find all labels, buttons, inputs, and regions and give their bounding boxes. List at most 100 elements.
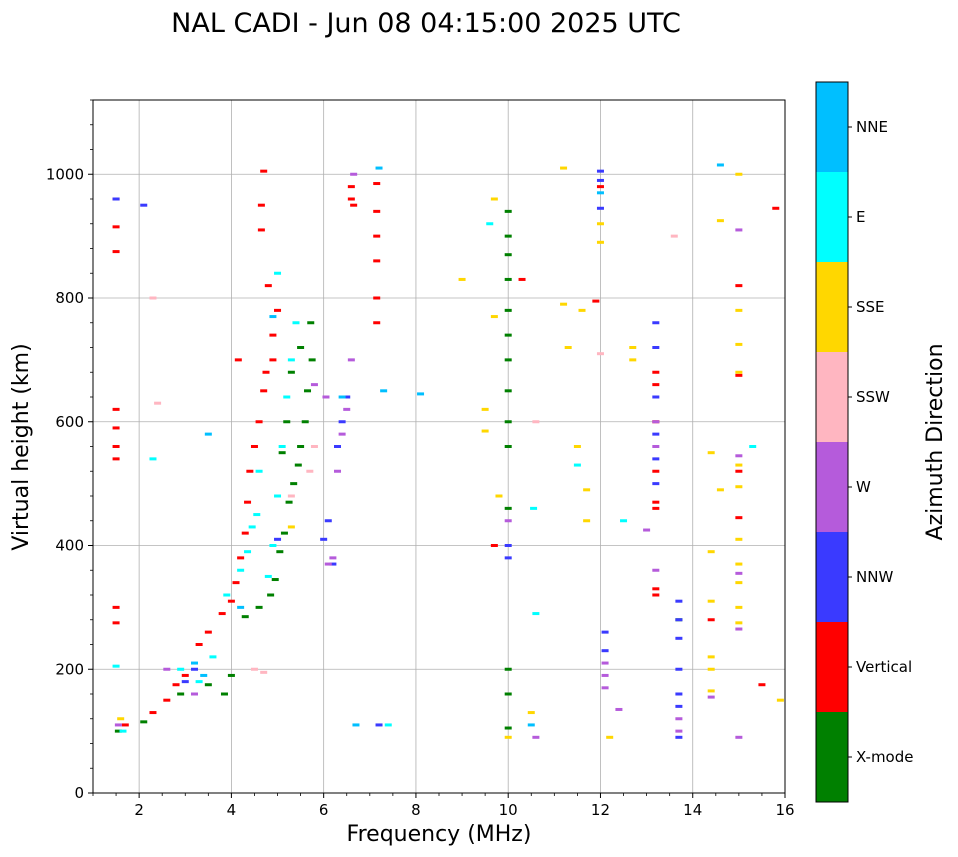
data-point: [237, 605, 245, 609]
data-point: [629, 346, 637, 349]
data-point: [518, 277, 526, 281]
data-point: [262, 370, 270, 374]
data-point: [338, 395, 346, 399]
data-point: [283, 395, 291, 399]
data-point: [620, 519, 628, 523]
data-point: [264, 574, 272, 578]
data-point: [735, 308, 743, 312]
data-point: [350, 203, 358, 207]
data-point: [530, 506, 538, 510]
data-point: [112, 605, 120, 609]
data-point: [652, 568, 660, 572]
data-point: [269, 544, 277, 547]
data-point: [257, 203, 265, 207]
y-tick-label: 400: [55, 537, 84, 555]
data-point: [560, 166, 568, 170]
data-point: [163, 667, 171, 671]
data-point: [287, 494, 295, 498]
data-point: [481, 407, 489, 411]
data-point: [758, 683, 766, 687]
data-point: [373, 182, 381, 186]
data-point: [149, 296, 157, 300]
data-point: [735, 537, 743, 541]
data-point: [241, 531, 249, 535]
data-point: [486, 222, 494, 226]
data-point: [234, 358, 242, 362]
data-point: [675, 618, 683, 622]
data-point: [532, 612, 540, 616]
data-point: [564, 346, 572, 349]
y-tick-label: 800: [55, 289, 84, 307]
data-point: [707, 599, 715, 603]
data-point: [601, 673, 609, 677]
data-point: [490, 315, 498, 319]
colorbar-segment: [816, 172, 848, 262]
data-point: [504, 544, 512, 547]
colorbar-label: SSW: [856, 388, 890, 406]
data-point: [373, 321, 381, 325]
data-point: [652, 500, 660, 504]
colorbar-label: NNW: [856, 568, 893, 586]
data-point: [195, 680, 203, 684]
data-point: [652, 506, 660, 510]
data-point: [504, 735, 512, 739]
data-point: [112, 445, 120, 448]
data-point: [532, 735, 540, 739]
data-point: [149, 457, 157, 461]
data-point: [675, 735, 683, 739]
data-point: [735, 516, 743, 520]
data-point: [329, 562, 337, 566]
x-tick-label: 12: [591, 801, 610, 819]
data-point: [269, 333, 277, 337]
data-point: [227, 599, 235, 603]
chart-title: NAL CADI - Jun 08 04:15:00 2025 UTC: [171, 8, 681, 39]
data-point: [652, 593, 660, 597]
data-point: [629, 358, 637, 362]
colorbar-frame: [815, 81, 849, 803]
y-tick-label: 1000: [46, 165, 84, 183]
data-point: [304, 389, 312, 393]
data-point: [504, 692, 512, 696]
data-point: [274, 537, 282, 541]
data-point: [255, 605, 263, 609]
data-point: [380, 389, 388, 393]
data-point: [294, 463, 302, 467]
data-point: [652, 587, 660, 591]
data-point: [334, 469, 342, 473]
data-point: [172, 683, 180, 687]
data-point: [287, 358, 295, 362]
data-point: [287, 525, 295, 529]
data-point: [735, 342, 743, 346]
data-point: [274, 308, 282, 312]
data-point: [776, 698, 784, 702]
data-point: [504, 358, 512, 362]
data-point: [601, 661, 609, 665]
colorbar-segment: [816, 262, 848, 352]
data-point: [181, 673, 189, 677]
data-point: [652, 383, 660, 387]
data-point: [504, 667, 512, 671]
data-point: [248, 525, 256, 529]
data-point: [177, 667, 185, 671]
data-point: [772, 206, 780, 210]
x-tick-label: 16: [775, 801, 794, 819]
data-point: [190, 661, 198, 665]
y-axis-ticks: 0 200 400 600 800 1000: [46, 99, 93, 802]
colorbar-label: X-mode: [856, 748, 913, 766]
data-point: [350, 172, 358, 176]
data-point: [269, 358, 277, 362]
data-point: [280, 531, 288, 535]
data-point: [735, 284, 743, 288]
data-point: [583, 519, 591, 523]
data-point: [707, 550, 715, 554]
data-point: [260, 389, 268, 393]
data-point: [596, 169, 604, 173]
data-point: [504, 726, 512, 730]
y-axis-label: Virtual height (km): [9, 343, 34, 550]
x-axis-label: Frequency (MHz): [347, 822, 532, 847]
colorbar-label: W: [856, 478, 871, 496]
data-point: [504, 519, 512, 523]
data-point: [735, 485, 743, 489]
data-point: [675, 636, 683, 640]
data-point: [707, 667, 715, 671]
